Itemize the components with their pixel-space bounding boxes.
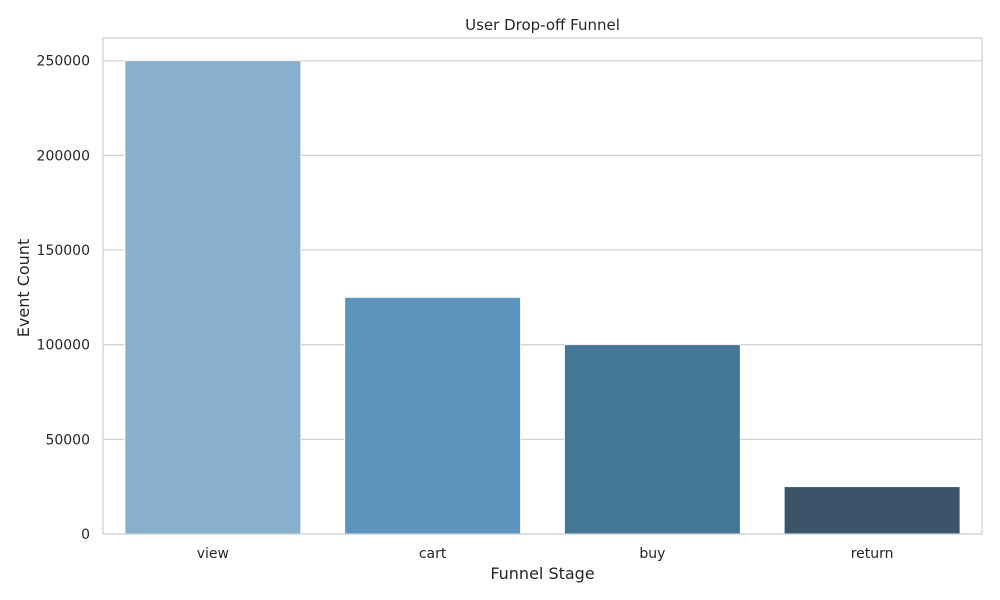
bar-return [783,486,961,535]
plot-frame [102,37,983,535]
y-tick-labels: 0 50000 100000 150000 200000 250000 [37,54,90,543]
x-axis-label: Funnel Stage [490,564,594,583]
x-tick-label-buy: buy [639,546,665,562]
y-axis-label: Event Count [14,239,33,337]
bar-buy [564,344,741,535]
x-tick-label-cart: cart [419,546,447,562]
x-tick-label-return: return [851,546,894,562]
bar-cart [344,296,521,535]
y-tick-label: 250000 [37,54,90,70]
y-tick-label: 150000 [37,243,90,259]
chart-title: User Drop-off Funnel [465,16,620,34]
y-tick-label: 0 [81,527,90,543]
x-tick-label-view: view [197,546,229,562]
y-tick-label: 200000 [37,148,90,164]
y-tick-label: 50000 [45,432,90,448]
bar-view [124,60,302,535]
bars [124,60,961,535]
y-tick-label: 100000 [37,338,90,354]
x-tick-labels: view cart buy return [197,546,894,562]
